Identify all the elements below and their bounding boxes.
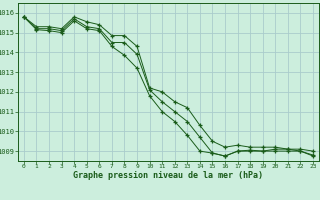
X-axis label: Graphe pression niveau de la mer (hPa): Graphe pression niveau de la mer (hPa) [74,171,263,180]
